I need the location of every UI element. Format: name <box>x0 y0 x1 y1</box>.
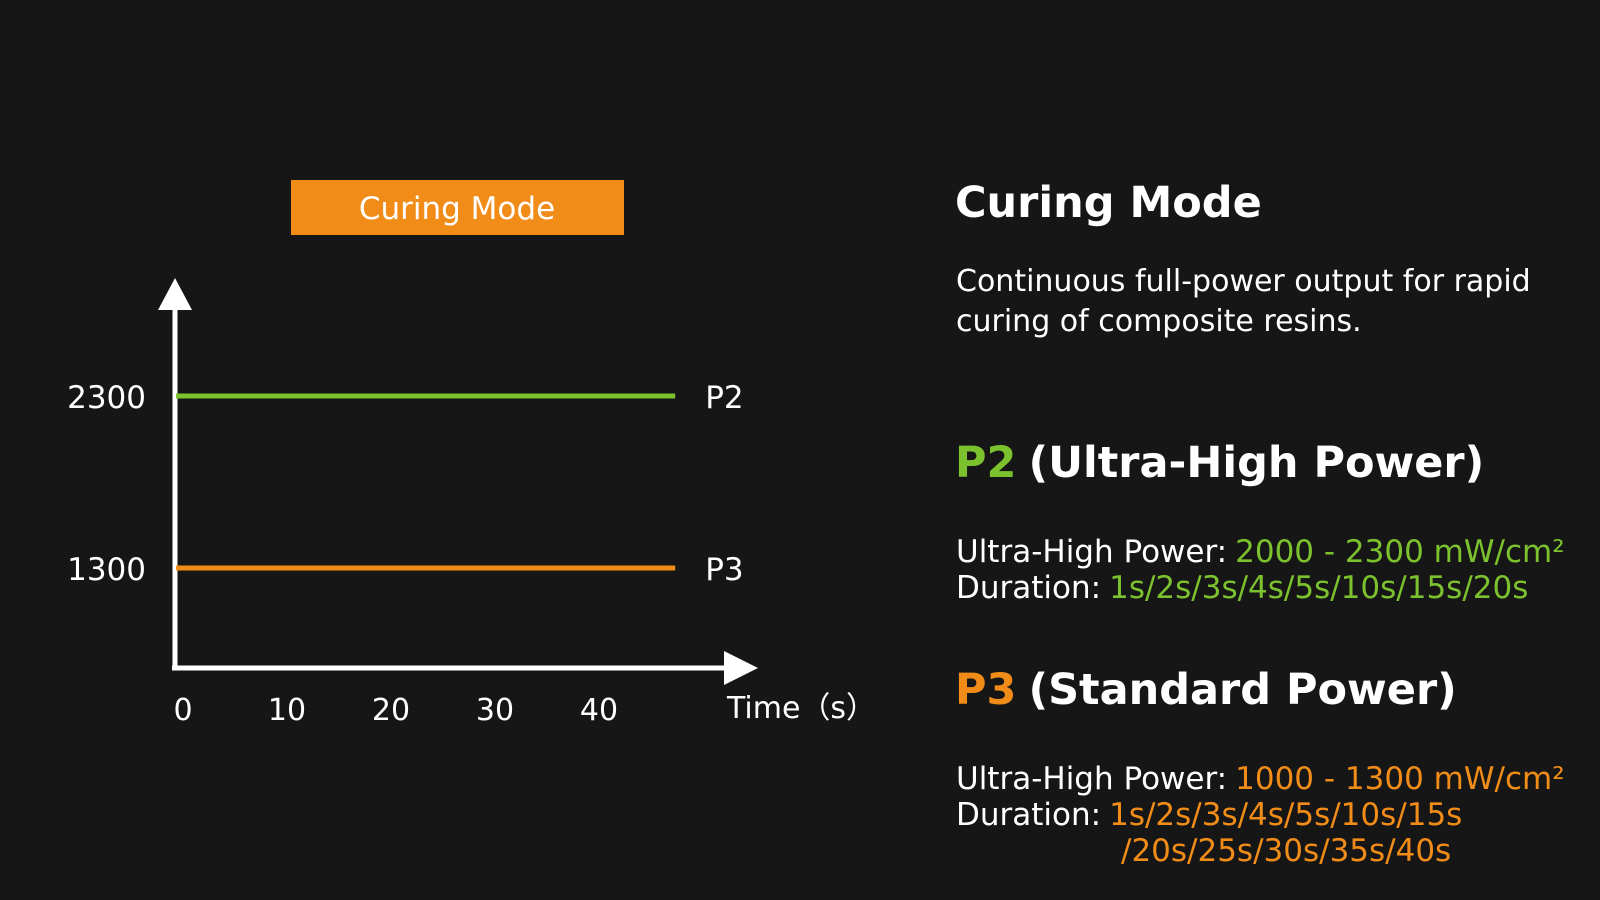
x-axis-label: Time（s） <box>726 691 876 726</box>
p3-name: (Standard Power) <box>1028 665 1457 715</box>
y-axis-arrow-icon <box>158 278 192 310</box>
p3-duration-value-cont: /20s/25s/30s/35s/40s <box>1121 833 1452 869</box>
x-tick-label: 0 <box>173 693 192 728</box>
p2-power-label: Ultra-High Power: <box>956 534 1228 570</box>
p2-heading: P2 (Ultra-High Power) <box>955 438 1484 488</box>
x-axis-arrow-icon <box>724 651 758 685</box>
curing-mode-chart: Curing Mode P2 P3 1300 2300 0 10 20 30 40 Time… <box>67 180 876 728</box>
p2-spec: Ultra-High Power: 2000 - 2300 mW/cm² Dura… <box>956 534 1565 606</box>
p3-power-row: Ultra-High Power: 1000 - 1300 mW/cm² <box>956 761 1565 797</box>
x-tick-label: 20 <box>372 693 410 728</box>
x-tick-label: 40 <box>580 693 618 728</box>
p2-duration-row: Duration: 1s/2s/3s/4s/5s/10s/15s/20s <box>956 570 1565 606</box>
p3-heading: P3 (Standard Power) <box>955 665 1457 715</box>
chart-title-box <box>291 180 624 235</box>
x-tick-label: 30 <box>476 693 514 728</box>
p2-duration-label: Duration: <box>956 570 1102 606</box>
p3-code: P3 <box>955 665 1017 715</box>
p3-power-value: 1000 - 1300 mW/cm² <box>1235 761 1565 797</box>
series-label-p2: P2 <box>705 380 743 416</box>
series-label-p3: P3 <box>705 552 743 588</box>
p2-duration-value: 1s/2s/3s/4s/5s/10s/15s/20s <box>1109 570 1529 606</box>
y-tick-label: 2300 <box>67 380 146 416</box>
p3-duration-row: Duration: 1s/2s/3s/4s/5s/10s/15s <box>956 797 1565 833</box>
p2-name: (Ultra-High Power) <box>1028 438 1485 488</box>
p3-spec: Ultra-High Power: 1000 - 1300 mW/cm² Dura… <box>956 761 1565 869</box>
p3-power-label: Ultra-High Power: <box>956 761 1228 797</box>
panel-description: Continuous full-power output for rapid c… <box>956 264 1531 339</box>
panel-title: Curing Mode <box>955 178 1262 228</box>
p2-power-row: Ultra-High Power: 2000 - 2300 mW/cm² <box>956 534 1565 570</box>
p2-power-value: 2000 - 2300 mW/cm² <box>1235 534 1565 570</box>
x-tick-label: 10 <box>268 693 306 728</box>
chart-title: Curing Mode <box>359 191 555 227</box>
p3-duration-value: 1s/2s/3s/4s/5s/10s/15s <box>1109 797 1463 833</box>
y-tick-label: 1300 <box>67 552 146 588</box>
p2-code: P2 <box>955 438 1017 488</box>
p3-duration-label: Duration: <box>956 797 1102 833</box>
